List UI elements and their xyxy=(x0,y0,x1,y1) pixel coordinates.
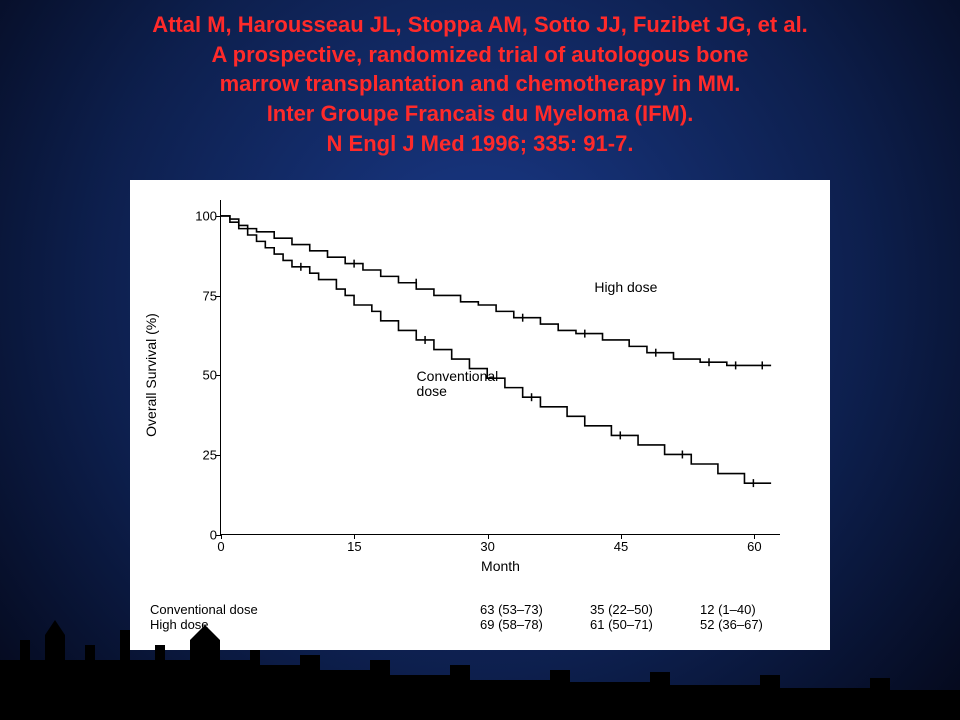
title-line-3: marrow transplantation and chemotherapy … xyxy=(40,69,920,99)
risk-table: Conventional dose63 (53–73)35 (22–50)12 … xyxy=(150,602,810,632)
risk-row-label: High dose xyxy=(150,617,480,632)
y-tick: 25 xyxy=(183,448,217,463)
y-tick: 75 xyxy=(183,288,217,303)
x-axis-label: Month xyxy=(481,558,520,574)
series-label: High dose xyxy=(594,280,657,295)
title-line-2: A prospective, randomized trial of autol… xyxy=(40,40,920,70)
risk-cell: 61 (50–71) xyxy=(590,617,700,632)
y-axis-label: Overall Survival (%) xyxy=(143,313,159,437)
risk-cell: 12 (1–40) xyxy=(700,602,810,617)
risk-cell: 63 (53–73) xyxy=(480,602,590,617)
risk-row-label: Conventional dose xyxy=(150,602,480,617)
x-tick: 45 xyxy=(614,539,628,554)
series-label: Conventionaldose xyxy=(417,369,499,400)
slide-title: Attal M, Harousseau JL, Stoppa AM, Sotto… xyxy=(0,0,960,166)
x-tick: 0 xyxy=(217,539,224,554)
x-tick: 60 xyxy=(747,539,761,554)
y-tick: 100 xyxy=(183,208,217,223)
title-line-5: N Engl J Med 1996; 335: 91-7. xyxy=(40,129,920,159)
y-tick: 50 xyxy=(183,368,217,383)
plot-area: Overall Survival (%) Month 0255075100015… xyxy=(220,200,780,535)
survival-chart: Overall Survival (%) Month 0 25 50 75 100 0 15… xyxy=(130,180,830,650)
x-tick: 15 xyxy=(347,539,361,554)
risk-table-row: Conventional dose63 (53–73)35 (22–50)12 … xyxy=(150,602,810,617)
title-line-4: Inter Groupe Francais du Myeloma (IFM). xyxy=(40,99,920,129)
risk-cell: 35 (22–50) xyxy=(590,602,700,617)
risk-table-row: High dose69 (58–78)61 (50–71)52 (36–67) xyxy=(150,617,810,632)
title-line-1: Attal M, Harousseau JL, Stoppa AM, Sotto… xyxy=(40,10,920,40)
survival-curves xyxy=(221,200,780,534)
y-tick: 0 xyxy=(183,528,217,543)
risk-cell: 69 (58–78) xyxy=(480,617,590,632)
x-tick: 30 xyxy=(480,539,494,554)
risk-cell: 52 (36–67) xyxy=(700,617,810,632)
